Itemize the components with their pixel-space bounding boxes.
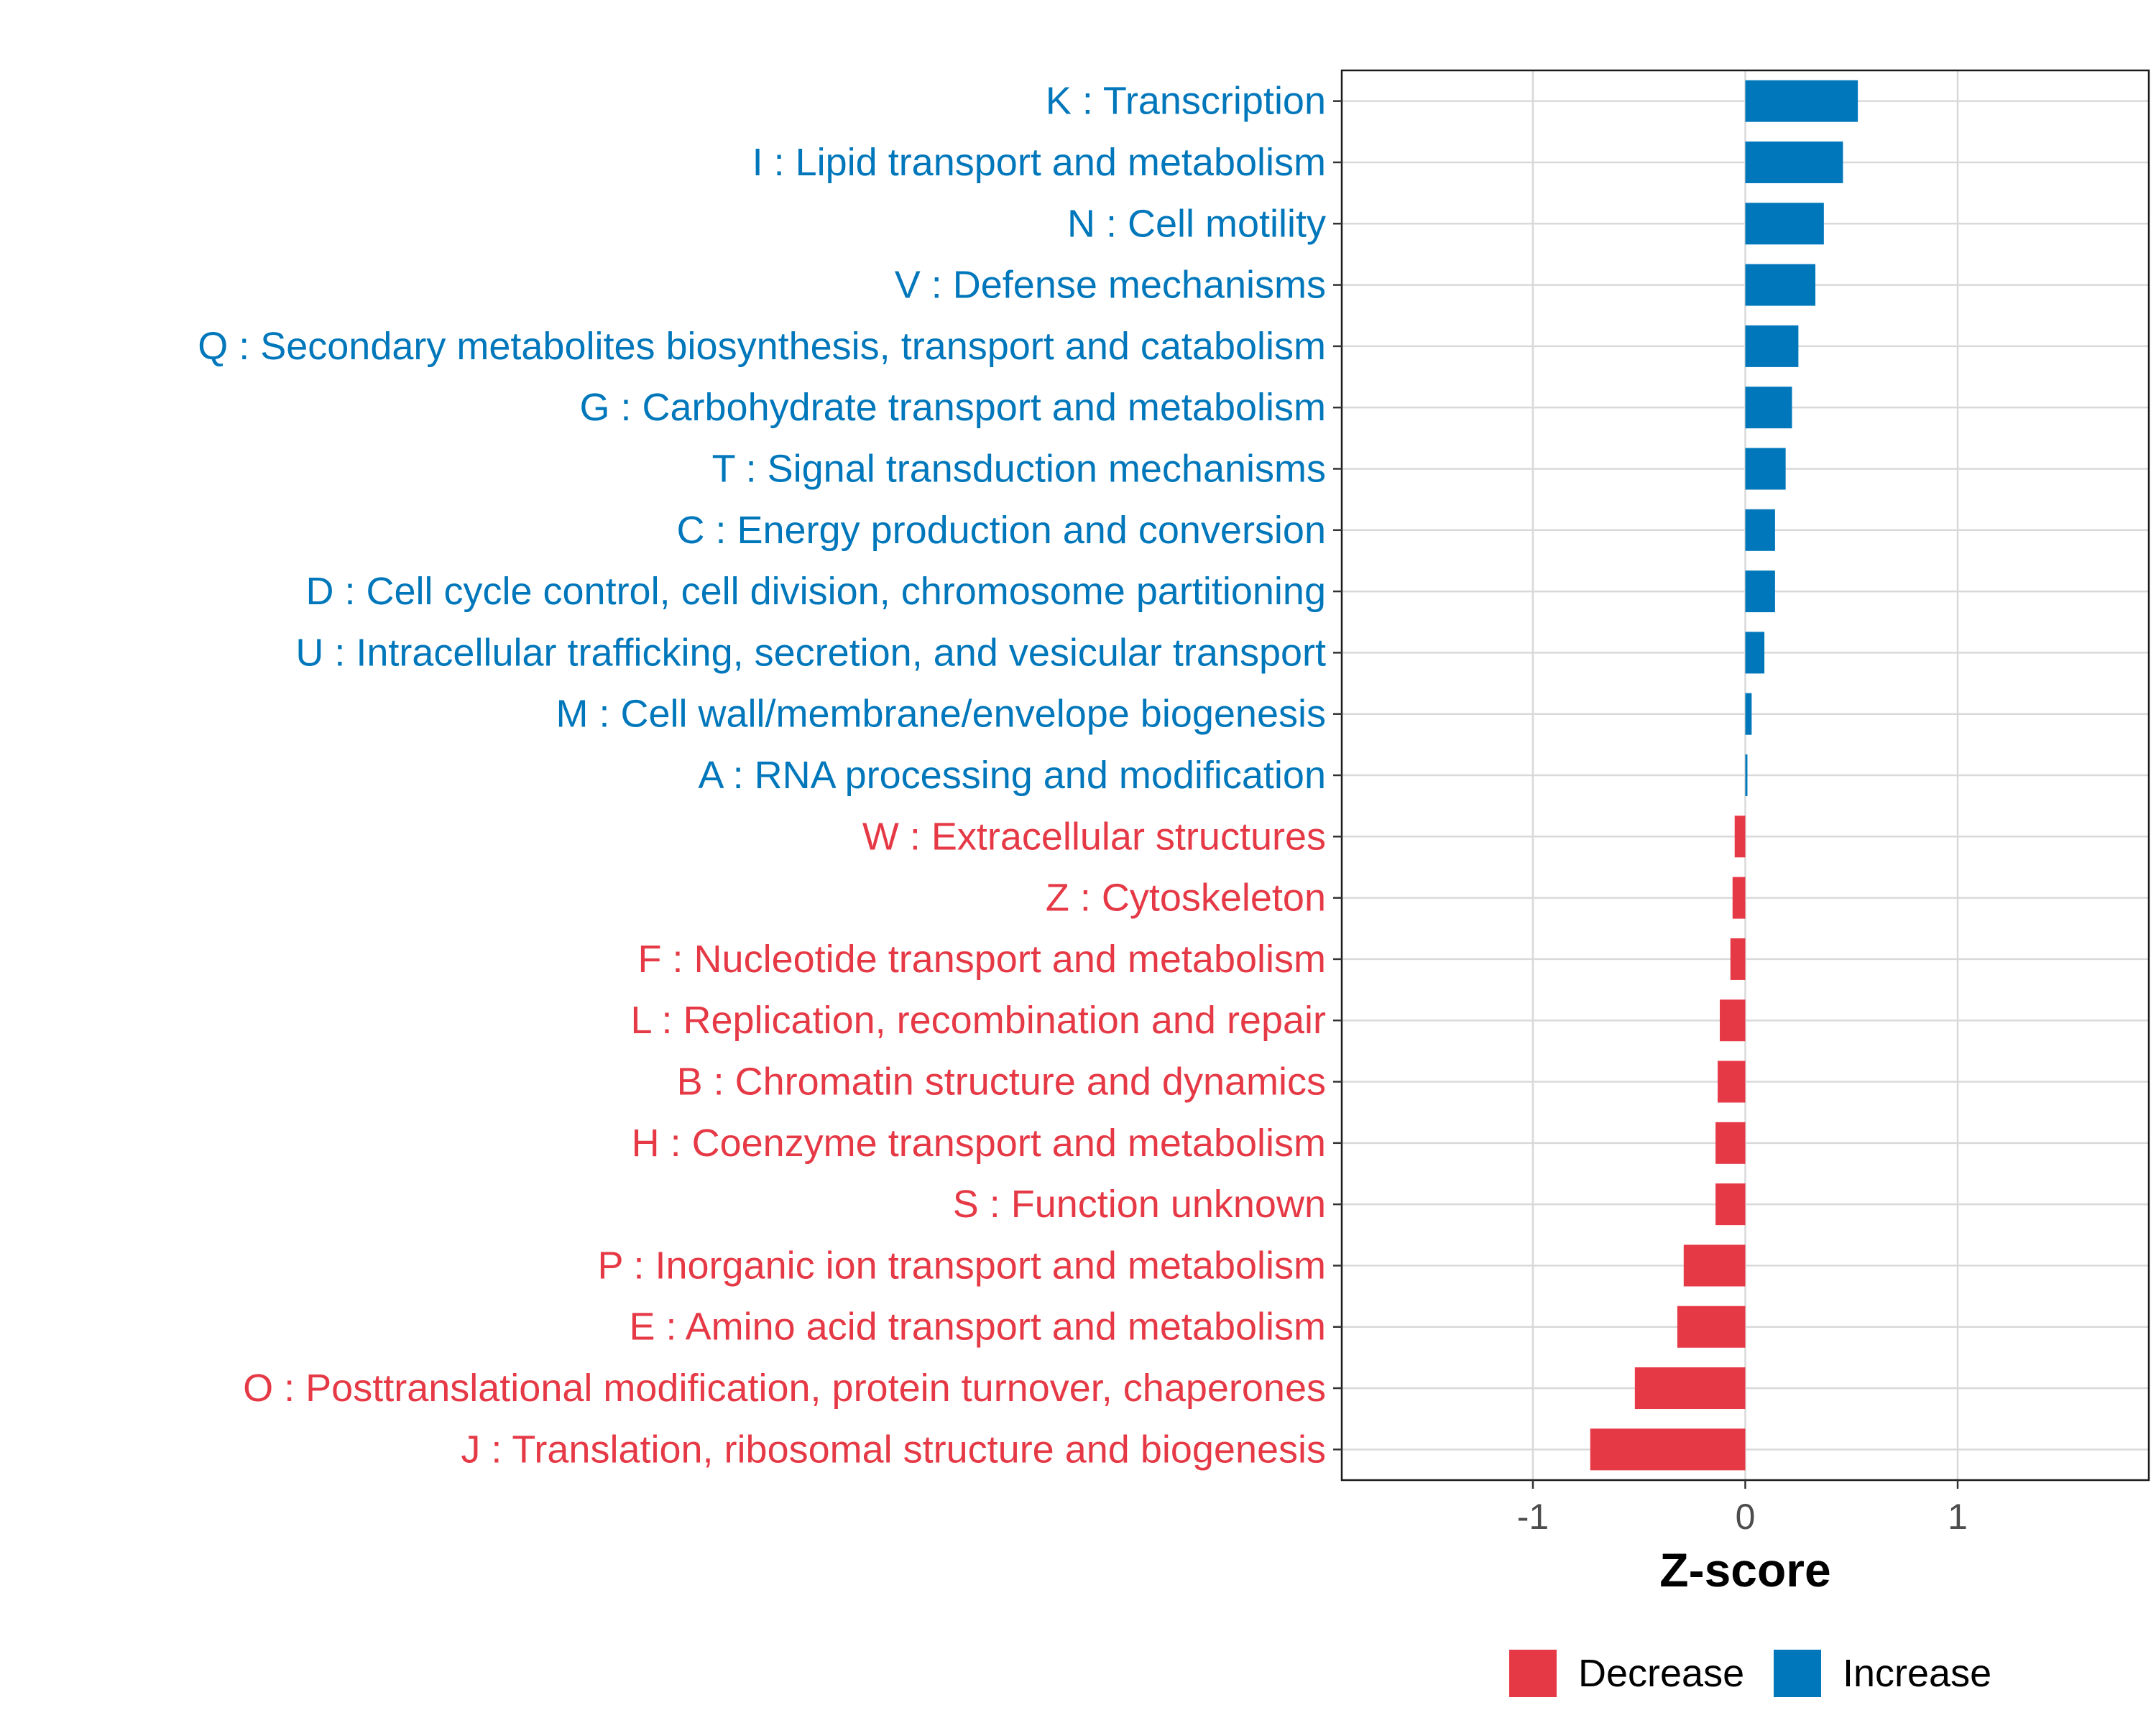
bar-increase (1745, 448, 1786, 490)
bar-decrease (1715, 1122, 1746, 1164)
bar-layer (1590, 80, 1858, 1471)
bar-increase (1745, 632, 1765, 674)
y-tick-label: F : Nucleotide transport and metabolism (638, 938, 1326, 981)
x-tick-label: -1 (1517, 1497, 1549, 1537)
bar-increase (1745, 509, 1775, 551)
y-tick-label: C : Energy production and conversion (676, 509, 1326, 552)
bar-increase (1745, 264, 1816, 306)
y-tick-label: J : Translation, ribosomal structure and… (461, 1428, 1326, 1471)
legend-layer: Decrease Increase (1509, 1650, 1991, 1697)
bar-decrease (1732, 877, 1746, 919)
x-axis-title: Z-score (1659, 1543, 1830, 1597)
y-tick-label: V : Defense mechanisms (895, 264, 1326, 307)
bar-decrease (1634, 1367, 1746, 1410)
bar-increase (1745, 570, 1775, 613)
bar-increase (1745, 693, 1752, 735)
y-tick-label: Q : Secondary metabolites biosynthesis, … (198, 325, 1326, 368)
bar-increase (1745, 203, 1824, 245)
bar-decrease (1720, 999, 1746, 1042)
y-tick-label: B : Chromatin structure and dynamics (677, 1061, 1326, 1104)
y-tick-label: A : RNA processing and modification (699, 754, 1326, 797)
y-tick-label: H : Coenzyme transport and metabolism (632, 1122, 1326, 1165)
y-tick-label: W : Extracellular structures (862, 815, 1326, 858)
x-tick-label: 1 (1948, 1497, 1968, 1537)
bar-decrease (1730, 938, 1746, 980)
bar-decrease (1734, 816, 1746, 858)
label-layer: K : Transcription I : Lipid transport and… (198, 80, 1968, 1597)
bar-decrease (1683, 1244, 1746, 1287)
x-tick-label: 0 (1736, 1497, 1756, 1537)
y-tick-label: P : Inorganic ion transport and metaboli… (597, 1244, 1326, 1287)
y-tick-label: E : Amino acid transport and metabolism (630, 1306, 1326, 1349)
y-tick-label: D : Cell cycle control, cell division, c… (305, 570, 1326, 613)
bar-increase (1745, 141, 1843, 183)
y-tick-label: S : Function unknown (953, 1183, 1326, 1226)
legend-label-increase: Increase (1843, 1652, 1991, 1695)
y-tick-label: L : Replication, recombination and repai… (630, 999, 1326, 1042)
y-tick-label: M : Cell wall/membrane/envelope biogenes… (556, 693, 1326, 736)
bar-increase (1745, 325, 1799, 367)
axis-layer (1333, 69, 2150, 1489)
y-tick-label: K : Transcription (1046, 80, 1326, 123)
y-tick-label: I : Lipid transport and metabolism (752, 141, 1326, 184)
bar-decrease (1677, 1306, 1746, 1348)
bar-increase (1745, 80, 1858, 122)
y-tick-label: N : Cell motility (1067, 202, 1326, 245)
legend-label-decrease: Decrease (1578, 1652, 1744, 1695)
bar-decrease (1718, 1061, 1746, 1103)
y-tick-label: Z : Cytoskeleton (1046, 877, 1326, 920)
y-tick-label: T : Signal transduction mechanisms (712, 447, 1326, 490)
bar-decrease (1590, 1428, 1746, 1471)
bar-increase (1745, 387, 1792, 429)
y-tick-label: U : Intracellular trafficking, secretion… (295, 631, 1326, 674)
bar-decrease (1715, 1183, 1746, 1226)
y-tick-label: G : Carbohydrate transport and metabolis… (580, 386, 1327, 429)
y-tick-label: O : Posttranslational modification, prot… (243, 1367, 1326, 1410)
legend-swatch-decrease (1509, 1650, 1557, 1697)
bar-increase (1745, 754, 1748, 797)
legend-swatch-increase (1774, 1650, 1821, 1697)
